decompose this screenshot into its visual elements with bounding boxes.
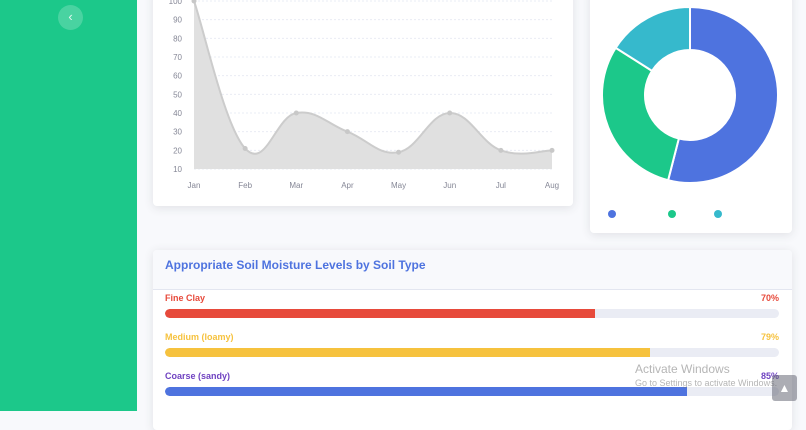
sidebar: ‹ — [0, 0, 137, 411]
chevron-left-icon[interactable]: ‹ — [58, 5, 83, 30]
area-chart-card: 10 20 30 40 50 60 70 80 90 100 Jan Feb Mar Apr May Jun J… — [153, 0, 573, 206]
donut-slice[interactable] — [601, 46, 681, 182]
y-tick-label: 100 — [169, 0, 183, 6]
data-point[interactable] — [396, 149, 402, 155]
soil-moisture-card: Appropriate Soil Moisture Levels by Soil… — [153, 250, 792, 430]
x-tick-label: Jan — [188, 181, 201, 190]
legend-dot-series-1 — [608, 210, 616, 218]
y-tick-label: 40 — [173, 109, 182, 118]
x-tick-label: Mar — [289, 181, 303, 190]
progress-row-medium-loamy: Medium (loamy) 79% — [165, 332, 779, 357]
progress-bar — [165, 348, 779, 357]
y-tick-label: 50 — [173, 90, 182, 99]
x-tick-label: Jul — [496, 181, 506, 190]
card-header: Appropriate Soil Moisture Levels by Soil… — [153, 250, 792, 290]
legend-dot-series-2 — [668, 210, 676, 218]
watermark-subtitle: Go to Settings to activate Windows. — [635, 378, 778, 388]
area-chart: 10 20 30 40 50 60 70 80 90 100 Jan Feb Mar Apr May Jun J… — [169, 0, 559, 190]
data-point[interactable] — [447, 110, 453, 116]
progress-label: Fine Clay — [165, 293, 206, 303]
series-line — [193, 0, 553, 155]
activate-windows-watermark: Activate Windows Go to Settings to activ… — [635, 362, 777, 388]
watermark-title: Activate Windows — [635, 362, 730, 376]
progress-label: Medium (loamy) — [165, 332, 234, 342]
x-tick-label: Feb — [238, 181, 252, 190]
arrow-up-icon[interactable]: ▲ — [772, 375, 797, 401]
data-point[interactable] — [242, 145, 248, 151]
x-tick-label: May — [391, 181, 406, 190]
data-point[interactable] — [344, 129, 350, 135]
y-tick-label: 90 — [173, 16, 182, 25]
x-tick-label: Jun — [443, 181, 456, 190]
data-point[interactable] — [549, 147, 555, 153]
y-tick-label: 20 — [173, 146, 182, 155]
progress-percent: 85% — [760, 371, 779, 381]
x-tick-label: Aug — [545, 181, 559, 190]
data-point[interactable] — [498, 147, 504, 153]
donut-chart-card — [590, 0, 792, 233]
y-tick-label: 30 — [173, 128, 182, 137]
progress-fill — [165, 387, 687, 396]
progress-row-coarse-sandy: Coarse (sandy) 85% — [165, 371, 779, 396]
data-point[interactable] — [191, 0, 197, 4]
area-fill — [194, 1, 552, 169]
progress-bar — [165, 309, 779, 318]
y-tick-label: 80 — [173, 34, 182, 43]
progress-fill — [165, 348, 651, 357]
progress-label: Coarse (sandy) — [165, 371, 231, 381]
card-title: Appropriate Soil Moisture Levels by Soil… — [165, 258, 426, 272]
progress-row-fine-clay: Fine Clay 70% — [165, 293, 779, 318]
progress-percent: 79% — [760, 332, 779, 342]
progress-bar — [165, 387, 779, 396]
donut-chart — [601, 5, 779, 184]
x-tick-label: Apr — [341, 181, 354, 190]
progress-fill — [165, 309, 595, 318]
y-tick-label: 70 — [173, 53, 182, 62]
y-tick-label: 10 — [173, 165, 182, 174]
data-point[interactable] — [293, 110, 299, 116]
donut-slice[interactable] — [666, 5, 779, 184]
legend-dot-series-3 — [714, 210, 722, 218]
progress-percent: 70% — [760, 293, 779, 303]
donut-slice[interactable] — [614, 5, 691, 73]
y-tick-label: 60 — [173, 72, 182, 81]
